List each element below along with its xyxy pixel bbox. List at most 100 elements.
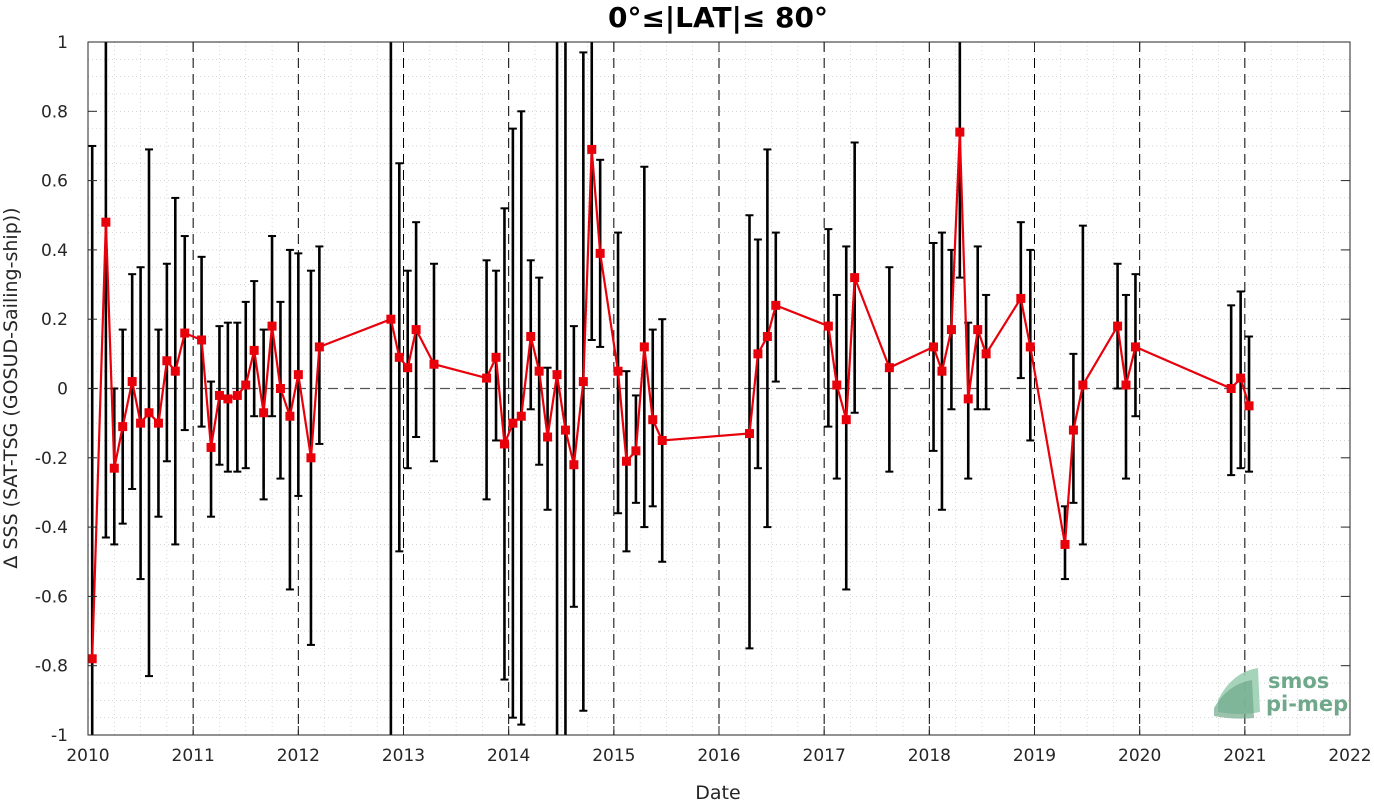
series-markers [87,127,1254,664]
y-tick-label: -0.4 [35,518,68,538]
y-tick-label: -0.6 [35,587,68,607]
x-tick-label: 2018 [908,746,951,766]
data-point [153,418,163,428]
data-point [180,328,190,338]
data-point [973,325,983,335]
y-tick-label: 0 [57,380,68,400]
data-point [241,380,251,390]
data-point [621,456,631,466]
data-point [823,321,833,331]
data-point [267,321,277,331]
data-point [963,394,973,404]
data-point [578,377,588,387]
data-point [1130,342,1140,352]
data-point [293,370,303,380]
data-point [101,217,111,227]
data-point [595,248,605,258]
data-point [127,377,137,387]
data-point [753,349,763,359]
y-tick-label: 0.4 [41,241,68,261]
data-point [657,435,667,445]
x-tick-label: 2021 [1223,746,1266,766]
data-point [744,429,754,439]
data-point [306,453,316,463]
data-point [386,314,396,324]
data-point [832,380,842,390]
data-point [1226,384,1236,393]
data-point [482,373,492,383]
data-point [136,418,146,428]
data-point [223,394,233,404]
data-point [569,460,579,470]
y-tick-label: 1 [57,33,68,53]
data-point [543,432,553,442]
data-point [285,411,295,421]
data-point [232,390,242,400]
data-point [394,352,404,362]
data-point [560,425,570,435]
data-point [499,439,509,449]
x-axis-label: Date [695,782,740,801]
data-point [411,325,421,335]
data-point [1016,293,1026,303]
y-tick-labels: -1 -0.8 -0.6 -0.4 -0.2 0 0.2 0.4 0.6 0.8 1 [35,33,68,746]
data-point [403,363,413,373]
data-point [771,300,781,310]
x-tick-label: 2012 [277,746,320,766]
data-point [937,366,947,376]
x-tick-label: 2019 [1013,746,1056,766]
data-point [587,144,597,154]
data-point [249,345,259,355]
data-point [1244,401,1254,411]
axis-tick-marks [87,41,1351,736]
x-tick-label: 2016 [697,746,740,766]
x-tick-label: 2010 [66,746,109,766]
y-axis-label: Δ SSS (SAT-TSG (GOSUD-Sailing-ship)) [0,207,22,568]
data-point [534,366,544,376]
data-point [109,463,119,473]
x-tick-label: 2014 [487,746,530,766]
year-boundary-lines [192,42,1246,735]
data-point [1236,373,1246,383]
x-tick-label: 2011 [172,746,215,766]
logo-wave-mark-2 [1214,680,1254,719]
data-point [526,332,536,342]
logo-text-pi-mep: pi-mep [1266,692,1348,716]
data-point [981,349,991,359]
data-point [170,366,180,376]
y-tick-label: -1 [51,726,68,746]
y-tick-label: 0.8 [41,102,68,122]
data-point [884,363,894,373]
data-point [639,342,649,352]
data-point [1113,321,1123,331]
data-point [552,370,562,380]
x-tick-label: 2013 [382,746,425,766]
data-point [144,408,154,418]
data-point [491,352,501,362]
data-point [275,384,285,393]
data-point [946,325,956,335]
series-line [91,132,1251,659]
data-point [929,342,939,352]
data-point [197,335,207,345]
data-point [648,415,658,425]
data-point [613,366,623,376]
logo-text-smos: smos [1268,669,1329,693]
data-point [1025,342,1035,352]
data-point [206,442,216,452]
chart-title: 0°≤|LAT|≤ 80° [608,1,828,34]
data-point [841,415,851,425]
x-tick-label: 2015 [592,746,635,766]
data-point [1121,380,1131,390]
data-point [516,411,526,421]
x-tick-label: 2022 [1328,746,1371,766]
y-tick-label: 0.6 [41,172,68,192]
data-point [429,359,439,369]
data-point [762,332,772,342]
data-point [850,273,860,283]
data-point [87,654,97,664]
data-point [214,390,224,400]
data-point [1078,380,1088,390]
x-tick-label: 2017 [803,746,846,766]
x-tick-labels: 2010 2011 2012 2013 2014 2015 2016 2017 2018 2019… [66,746,1371,766]
